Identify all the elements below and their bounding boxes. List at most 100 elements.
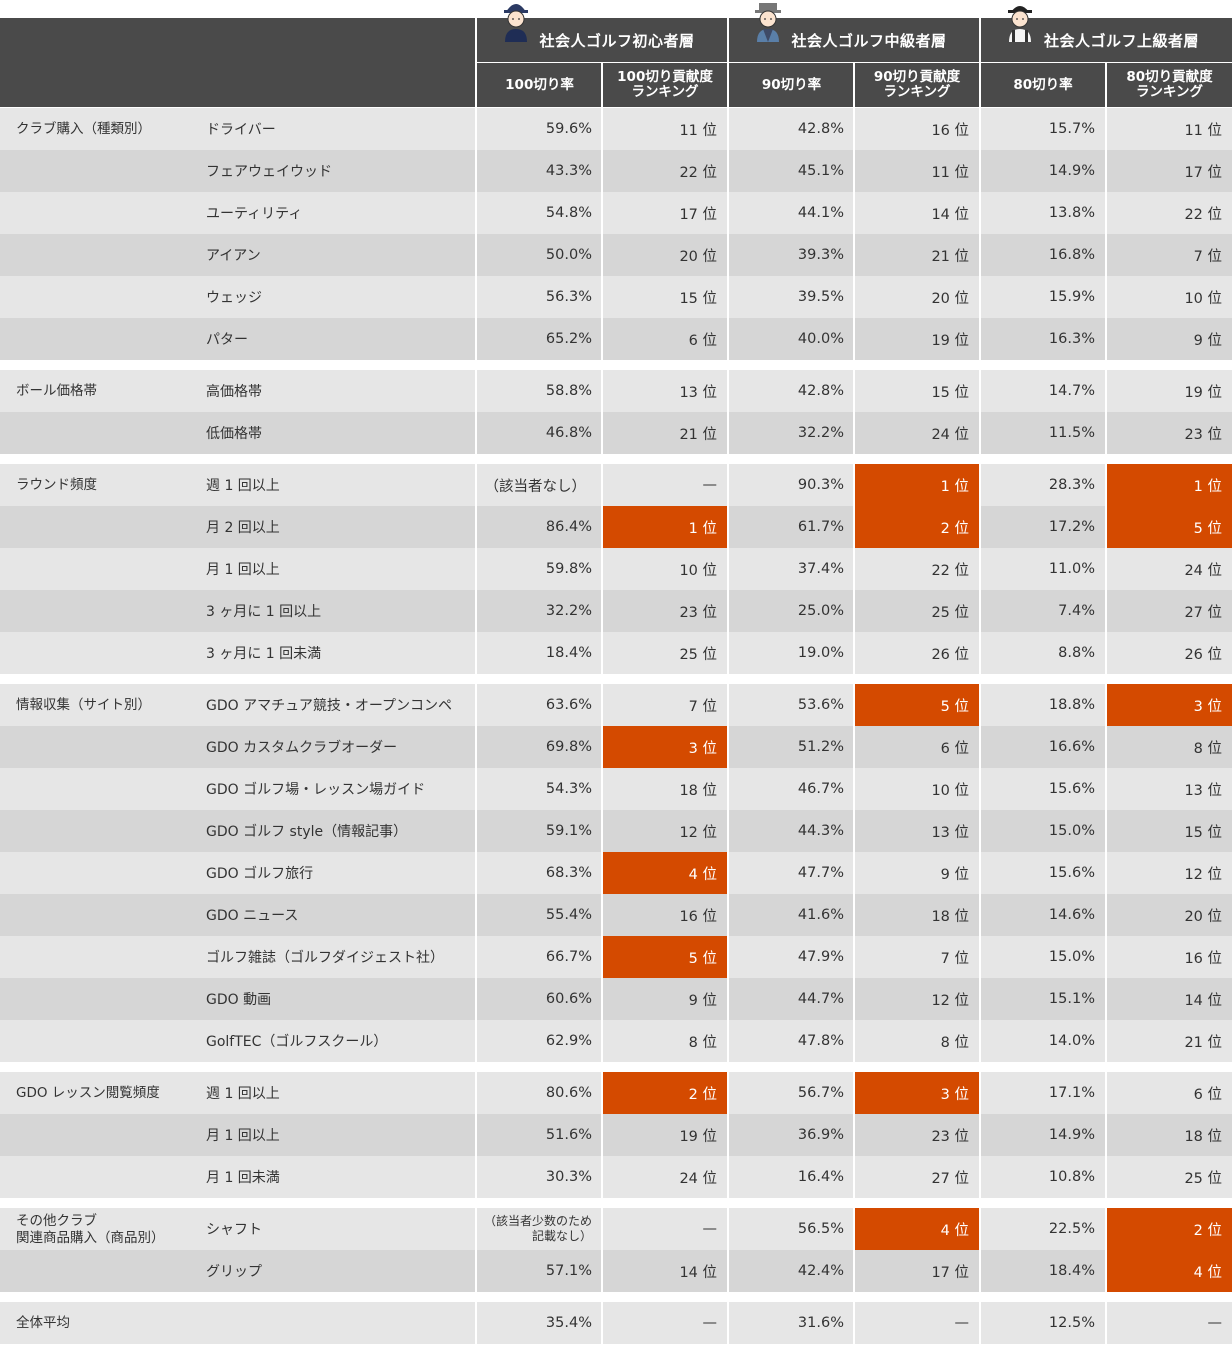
rate-cell: 39.5%: [797, 289, 844, 305]
rate-cell: 12.5%: [1048, 1315, 1095, 1331]
rate-cell: 7.4%: [1058, 603, 1095, 619]
rank-cell: 19 位: [1184, 384, 1222, 401]
rate-cell: 60.6%: [545, 991, 592, 1007]
rank-cell: 22 位: [679, 164, 717, 181]
row-item: 月 1 回以上: [206, 1128, 280, 1144]
rank-cell: —: [702, 1315, 718, 1331]
rate-cell: 13.8%: [1048, 205, 1095, 221]
rank-cell: 14 位: [1184, 992, 1222, 1009]
subheader-80-ranking: 80切り貢献度 ランキング: [1107, 63, 1232, 107]
rank-cell: 12 位: [931, 992, 969, 1009]
row-category: クラブ購入（種類別）: [16, 120, 151, 137]
row-item: GDO 動画: [206, 992, 272, 1008]
rank-cell: 18 位: [679, 782, 717, 799]
rank-cell: 24 位: [679, 1170, 717, 1187]
rate-cell: 50.0%: [545, 247, 592, 263]
rank-cell: 1 位: [603, 506, 727, 548]
rate-cell: 16.4%: [797, 1169, 844, 1185]
row-item: 3 ヶ月に 1 回以上: [206, 604, 322, 620]
rank-cell: 9 位: [940, 866, 969, 883]
table-row: ラウンド頻度 週 1 回以上 （該当者なし） — 90.3% 1 位 28.3% 1 位: [0, 464, 1232, 506]
group-header-beginner: 社会人ゴルフ初心者層: [477, 4, 727, 62]
header-col-sep: [601, 63, 603, 108]
header-col-sep: [979, 18, 981, 108]
rate-cell: 86.4%: [545, 519, 592, 535]
group-title: 社会人ゴルフ初心者層: [539, 31, 695, 50]
rate-cell: 14.6%: [1048, 907, 1095, 923]
rank-cell: 19 位: [931, 332, 969, 349]
rank-cell: 27 位: [931, 1170, 969, 1187]
rate-cell: 22.5%: [1048, 1221, 1095, 1237]
rate-cell: 59.6%: [545, 121, 592, 137]
subheader-line: 80切り率: [1013, 76, 1073, 93]
row-item: 3 ヶ月に 1 回未満: [206, 646, 322, 662]
header-divider: [477, 62, 1232, 63]
rank-cell: 6 位: [1193, 1086, 1222, 1103]
table-row: ボール価格帯 高価格帯 58.8% 13 位 42.8% 15 位 14.7% 19 位: [0, 370, 1232, 412]
rank-cell: 17 位: [679, 206, 717, 223]
rank-cell: 3 位: [1107, 684, 1232, 726]
row-item: ウェッジ: [206, 290, 262, 306]
rate-cell: 19.0%: [797, 645, 844, 661]
table-row: その他クラブ 関連商品購入（商品別） シャフト （該当者少数のため 記載なし） — 56.5…: [0, 1208, 1232, 1250]
rate-cell: （該当者なし）: [484, 478, 587, 495]
table-row: GDO ニュース 55.4% 16 位 41.6% 18 位 14.6% 20 位: [0, 894, 1232, 936]
subheader-line: 90切り貢献度: [873, 69, 961, 85]
table-row: クラブ購入（種類別） ドライバー 59.6% 11 位 42.8% 16 位 15.7% 11…: [0, 108, 1232, 150]
rank-cell: 7 位: [940, 950, 969, 967]
rank-cell: 4 位: [603, 852, 727, 894]
table-row: GDO カスタムクラブオーダー 69.8% 3 位 51.2% 6 位 16.6% 8 位: [0, 726, 1232, 768]
rank-cell: 12 位: [679, 824, 717, 841]
rate-cell: 54.3%: [545, 781, 592, 797]
rank-cell: 13 位: [931, 824, 969, 841]
rank-cell: 11 位: [931, 164, 969, 181]
rate-cell: 14.9%: [1048, 163, 1095, 179]
table-row: 3 ヶ月に 1 回未満 18.4% 25 位 19.0% 26 位 8.8% 26 位: [0, 632, 1232, 674]
row-category: 情報収集（サイト別）: [16, 696, 151, 713]
rank-cell: 27 位: [1184, 604, 1222, 621]
table-row: ユーティリティ 54.8% 17 位 44.1% 14 位 13.8% 22 位: [0, 192, 1232, 234]
subheader-line: 100切り率: [505, 76, 574, 93]
subheader-line: 90切り率: [761, 76, 822, 93]
rank-cell: —: [954, 1315, 970, 1331]
rate-cell: 59.8%: [545, 561, 592, 577]
rank-cell: 16 位: [679, 908, 717, 925]
rate-cell: 44.3%: [797, 823, 844, 839]
rank-cell: 19 位: [679, 1128, 717, 1145]
group-title: 社会人ゴルフ中級者層: [791, 31, 947, 50]
rank-cell: 11 位: [1184, 122, 1222, 139]
rate-cell: 32.2%: [545, 603, 592, 619]
rank-cell: 6 位: [688, 332, 717, 349]
rate-cell: 40.0%: [797, 331, 844, 347]
rank-cell: 4 位: [1107, 1250, 1232, 1292]
group-header-intermediate: 社会人ゴルフ中級者層: [729, 3, 979, 62]
rank-cell: 16 位: [1184, 950, 1222, 967]
column-separator: [853, 108, 855, 1348]
row-item: 月 1 回以上: [206, 562, 280, 578]
rank-cell: 23 位: [1184, 426, 1222, 443]
rank-cell: 8 位: [688, 1034, 717, 1051]
rate-cell: 63.6%: [545, 697, 592, 713]
rank-cell: 23 位: [679, 604, 717, 621]
header-col-sep: [475, 18, 477, 108]
table-row: ゴルフ雑誌（ゴルフダイジェスト社） 66.7% 5 位 47.9% 7 位 15.0% 16…: [0, 936, 1232, 978]
rate-cell: 14.9%: [1048, 1127, 1095, 1143]
rate-cell: 47.7%: [797, 865, 844, 881]
advanced-golfer-icon: [1008, 6, 1032, 42]
subheader-line: ランキング: [1135, 84, 1204, 100]
header-col-sep: [853, 63, 855, 108]
rank-cell: 16 位: [931, 122, 969, 139]
rate-cell: 32.2%: [797, 425, 844, 441]
rate-cell: 16.6%: [1048, 739, 1095, 755]
rate-cell: 80.6%: [545, 1085, 592, 1101]
rank-cell: 22 位: [931, 562, 969, 579]
rank-cell: 17 位: [1184, 164, 1222, 181]
row-item: [206, 1302, 476, 1344]
rate-cell: 39.3%: [797, 247, 844, 263]
rank-cell: 25 位: [931, 604, 969, 621]
rate-cell: 18.8%: [1048, 697, 1095, 713]
rate-cell: 46.7%: [797, 781, 844, 797]
subheader-100-rate: 100切り率: [477, 63, 602, 107]
rate-cell: 55.4%: [545, 907, 592, 923]
rate-cell: 46.8%: [545, 425, 592, 441]
